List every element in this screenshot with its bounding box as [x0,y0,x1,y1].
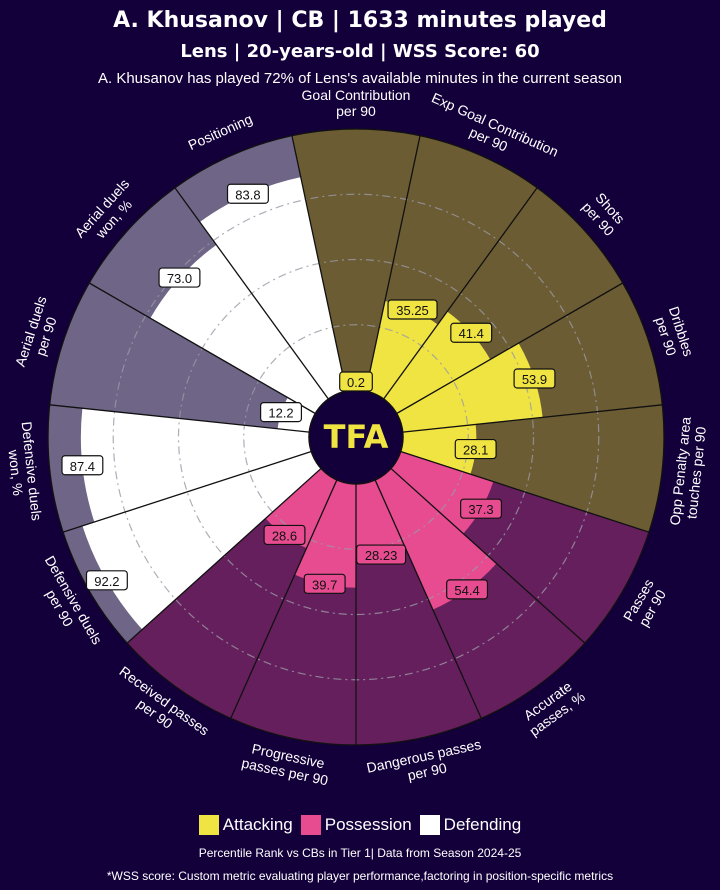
metric-label: Shotsper 90 [579,188,629,239]
legend: Attacking Possession Defending [0,815,720,835]
value-label: 73.0 [158,267,201,288]
legend-swatch [300,815,321,835]
value-label: 54.4 [446,579,489,600]
slice-divider [126,467,322,644]
tfa-logo: TFA [324,418,389,456]
slice-divider [400,450,650,533]
svg-text:0.2: 0.2 [347,375,365,390]
chart-subtitle: Lens | 20-years-old | WSS Score: 60 [180,41,540,62]
svg-text:54.4: 54.4 [454,583,479,598]
slice-bar [82,451,322,630]
legend-item-attacking: Attacking [198,815,293,835]
value-label: 0.2 [339,371,373,392]
outer-ring [47,128,665,746]
svg-text:12.2: 12.2 [268,406,293,421]
value-label: 37.3 [460,498,503,519]
slice-bar [400,424,477,475]
value-label: 41.4 [450,322,493,343]
value-label: 92.2 [85,570,128,591]
legend-item-defending: Defending [419,815,522,835]
svg-text:92.2: 92.2 [94,574,119,589]
svg-text:39.7: 39.7 [312,577,337,592]
legend-item-possession: Possession [300,815,412,835]
metric-label: Positioning [186,111,255,153]
legend-label: Possession [324,815,412,834]
chart-title: A. Khusanov | CB | 1633 minutes played [113,8,607,33]
slice-background [49,283,316,433]
slice-bar [396,343,543,433]
slice-background [291,129,421,392]
metric-label: Dribblesper 90 [651,304,697,363]
slice-bar [199,177,347,399]
slice-bar [375,468,497,610]
value-label: 35.25 [387,299,438,320]
slice-bar [365,301,438,399]
value-label: 87.4 [61,455,104,476]
slice-divider [291,135,347,392]
footer-source: Percentile Rank vs CBs in Tier 1| Data f… [198,846,522,860]
metric-label: Opp Penalty areatouches per 90 [667,416,710,528]
legend-swatch [419,815,440,835]
slice-divider [49,404,310,433]
metric-label: Passesper 90 [620,576,671,632]
slice-bar [80,408,312,523]
svg-text:28.1: 28.1 [463,443,488,458]
metric-label: Goal Contribution per 90 [302,87,411,119]
legend-swatch [198,815,219,835]
slice-divider [396,282,624,415]
value-label: 28.1 [454,438,497,460]
slice-divider [402,404,663,433]
svg-text:53.9: 53.9 [522,372,547,387]
legend-label: Attacking [222,815,293,834]
svg-text:87.4: 87.4 [70,459,95,474]
slice-bar [294,479,356,588]
metric-label: Defensive duelswon, % [3,421,45,523]
svg-text:41.4: 41.4 [459,326,484,341]
slice-divider [88,282,316,415]
slice-divider [230,479,338,719]
svg-text:35.25: 35.25 [396,303,429,318]
slice-divider [174,187,329,400]
svg-text:73.0: 73.0 [167,271,192,286]
footer-note: *WSS score: Custom metric evaluating pla… [106,869,614,883]
metric-label: Progressivepasses per 90 [240,739,333,789]
slice-divider [62,450,312,533]
value-label: 83.8 [226,183,269,204]
slice-bar [356,479,406,558]
svg-text:83.8: 83.8 [235,187,260,202]
svg-text:28.6: 28.6 [272,528,297,543]
slice-divider [374,479,482,719]
value-label: 12.2 [260,402,303,423]
slice-divider [365,135,421,392]
slice-divider [390,467,586,644]
value-label: 28.23 [355,544,407,565]
grid-ring [243,324,469,550]
minutes-note: A. Khusanov has played 72% of Lens's ava… [97,70,623,87]
value-label: 28.6 [263,524,306,546]
legend-label: Defending [443,815,522,834]
slice-divider [383,187,538,400]
grid-ring [177,258,535,616]
value-label: 53.9 [513,368,556,389]
value-label: 39.7 [303,573,346,594]
svg-text:37.3: 37.3 [468,502,493,517]
svg-text:28.23: 28.23 [365,548,398,563]
